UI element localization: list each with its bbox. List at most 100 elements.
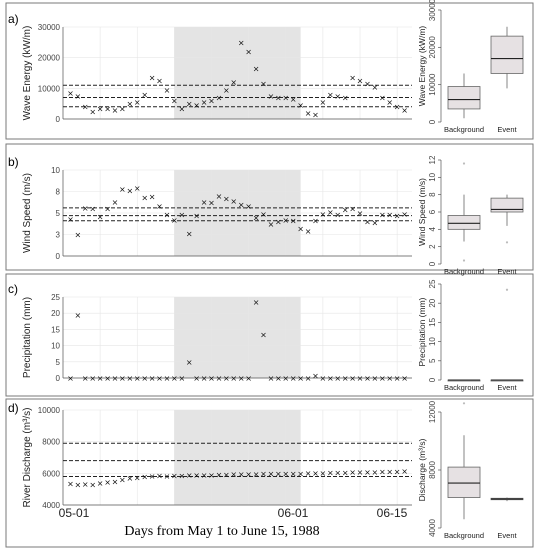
y-tick-label: 4000 [428,519,437,537]
box-iqr [490,35,524,74]
data-point: × [260,330,267,339]
data-point: × [171,472,178,481]
data-point: × [327,374,334,383]
data-point: × [320,374,327,383]
y-tick-label: 8 [428,192,437,197]
data-point: × [372,83,379,92]
data-point: × [82,103,89,112]
data-point: × [67,374,74,383]
data-point: × [89,374,96,383]
x-date-label-end: 06-15 [377,506,408,520]
data-point: × [401,467,408,476]
data-point: × [334,374,341,383]
data-point: × [126,474,133,483]
data-point: × [156,77,163,86]
y-tick-label: 15 [428,317,437,326]
data-point: × [268,470,275,479]
data-point: × [312,371,319,380]
data-point: × [297,469,304,478]
y-tick-label: 10 [51,166,60,175]
data-point: × [178,211,185,220]
data-point: × [119,185,126,194]
data-point: × [230,197,237,206]
data-point: × [216,94,223,103]
box-outlier [462,259,466,262]
y-tick-label: 20 [428,298,437,307]
y-tick-label: 6000 [42,469,60,478]
data-point: × [97,212,104,221]
data-point: × [245,470,252,479]
data-point: × [297,224,304,233]
data-point: × [149,472,156,481]
data-point: × [186,471,193,480]
data-point: × [379,468,386,477]
box-iqr [447,215,481,230]
data-point: × [238,200,245,209]
data-point: × [253,298,260,307]
data-point: × [238,38,245,47]
data-point: × [193,212,200,221]
x-date-label-start: 05-01 [59,506,90,520]
box-category-label: Background [444,383,484,392]
data-point: × [357,468,364,477]
data-point: × [186,100,193,109]
data-point: × [82,480,89,489]
data-point: × [230,374,237,383]
data-point: × [320,210,327,219]
data-point: × [275,469,282,478]
data-point: × [260,470,267,479]
data-point: × [327,469,334,478]
data-point: × [223,86,230,95]
box-outlier [505,241,509,244]
box-category-label: Event [497,383,517,392]
data-point: × [334,469,341,478]
data-point: × [74,231,81,240]
data-point: × [112,198,119,207]
data-point: × [171,374,178,383]
box-category-label: Event [497,531,517,540]
data-point: × [141,374,148,383]
y-tick-label: 10 [428,172,437,181]
y-tick-label: 10000 [428,73,437,96]
data-point: × [401,210,408,219]
data-point: × [238,470,245,479]
data-point: × [208,374,215,383]
data-point: × [216,192,223,201]
y-axis-label: Discharge (m³/s) [417,438,427,501]
data-point: × [290,469,297,478]
data-point: × [119,374,126,383]
box-category-label: Background [444,125,484,134]
data-point: × [134,184,141,193]
data-point: × [394,374,401,383]
event-shade [174,410,301,505]
panel-letter: b) [8,155,19,169]
data-point: × [342,374,349,383]
box-category-label: Event [497,267,517,276]
data-point: × [112,477,119,486]
data-point: × [89,107,96,116]
data-point: × [67,89,74,98]
data-point: × [282,374,289,383]
data-point: × [364,374,371,383]
data-point: × [349,205,356,214]
boxplot-panel-2: 0 2 4 6 8 10 12 Wind Speed (m/s) Background Event [417,155,524,276]
data-point: × [141,473,148,482]
data-point: × [275,94,282,103]
data-point: × [305,374,312,383]
y-tick-label: 30000 [38,23,61,32]
data-point: × [141,194,148,203]
data-point: × [386,467,393,476]
data-point: × [164,472,171,481]
data-point: × [268,92,275,101]
y-tick-label: 12 [428,155,437,164]
y-tick-label: 8 [56,188,61,197]
data-point: × [74,92,81,101]
data-point: × [126,100,133,109]
y-tick-label: 20 [51,309,60,318]
data-point: × [134,98,141,107]
data-point: × [230,78,237,87]
data-point: × [104,374,111,383]
y-tick-label: 4 [428,227,437,232]
data-point: × [342,206,349,215]
